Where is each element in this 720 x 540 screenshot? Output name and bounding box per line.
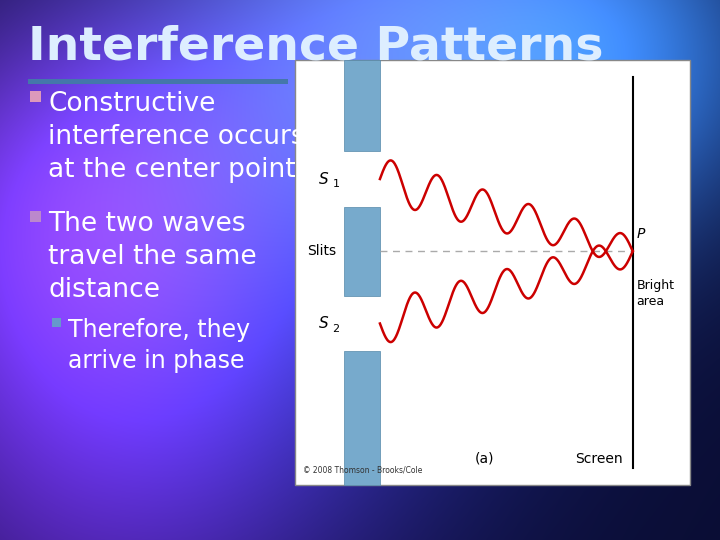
Text: 1: 1 bbox=[333, 179, 340, 189]
FancyBboxPatch shape bbox=[344, 351, 380, 485]
Text: Constructive
interference occurs
at the center point: Constructive interference occurs at the … bbox=[48, 91, 305, 183]
Text: Slits: Slits bbox=[307, 244, 336, 258]
Text: Interference Patterns: Interference Patterns bbox=[28, 25, 603, 70]
Text: 2: 2 bbox=[333, 323, 340, 334]
Text: The two waves
travel the same
distance: The two waves travel the same distance bbox=[48, 211, 256, 303]
FancyBboxPatch shape bbox=[52, 318, 61, 327]
Text: S: S bbox=[319, 316, 328, 331]
Text: P: P bbox=[636, 227, 645, 241]
Text: S: S bbox=[319, 172, 328, 186]
Text: Bright
area: Bright area bbox=[636, 279, 675, 308]
FancyBboxPatch shape bbox=[295, 60, 690, 485]
FancyBboxPatch shape bbox=[344, 207, 380, 296]
Text: Therefore, they
arrive in phase: Therefore, they arrive in phase bbox=[68, 318, 250, 373]
Text: © 2008 Thomson - Brooks/Cole: © 2008 Thomson - Brooks/Cole bbox=[303, 465, 422, 474]
FancyBboxPatch shape bbox=[30, 211, 41, 222]
FancyBboxPatch shape bbox=[344, 60, 380, 151]
Text: (a): (a) bbox=[475, 452, 495, 466]
FancyBboxPatch shape bbox=[28, 79, 288, 84]
FancyBboxPatch shape bbox=[30, 91, 41, 102]
Text: Screen: Screen bbox=[575, 452, 623, 466]
